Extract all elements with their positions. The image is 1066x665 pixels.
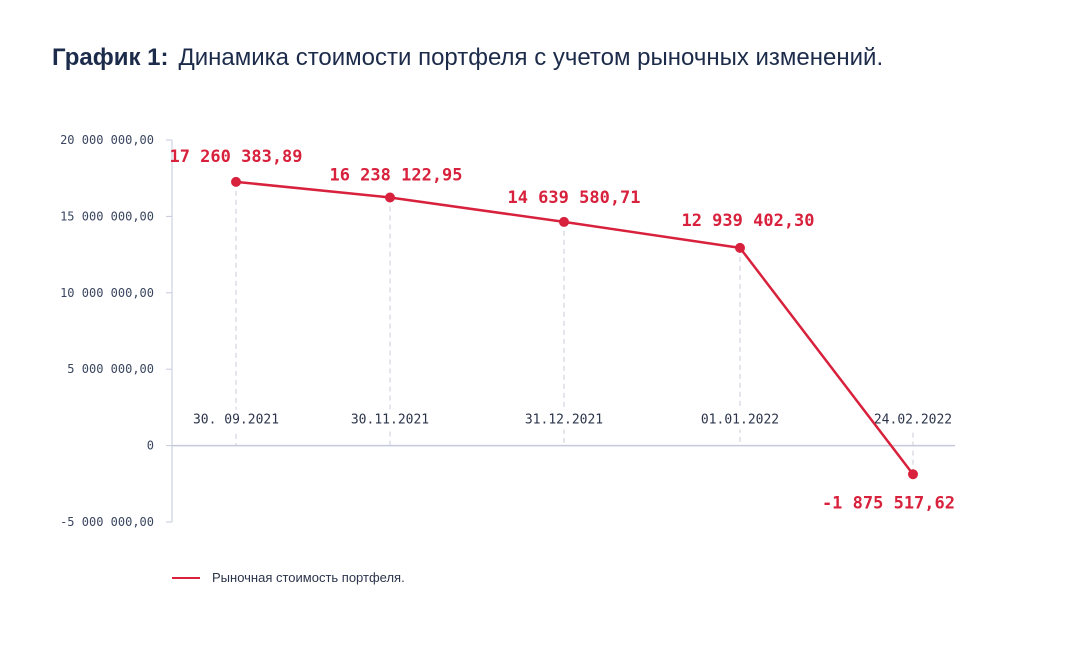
x-tick-label: 30. 09.2021 bbox=[193, 413, 279, 428]
y-tick-label: 20 000 000,00 bbox=[60, 133, 154, 147]
legend-label: Рыночная стоимость портфеля. bbox=[212, 570, 405, 585]
legend-swatch bbox=[172, 576, 200, 579]
chart-title: График 1: Динамика стоимости портфеля с у… bbox=[52, 44, 883, 72]
data-point bbox=[231, 176, 241, 187]
x-tick-label-bg bbox=[514, 409, 614, 430]
data-point bbox=[385, 192, 395, 203]
data-label: 14 639 580,71 bbox=[507, 188, 640, 208]
x-tick-label-bg bbox=[340, 409, 440, 430]
x-tick-label-bg bbox=[186, 409, 286, 430]
x-tick-label-bg bbox=[863, 409, 963, 430]
x-tick-label: 01.01.2022 bbox=[701, 413, 779, 428]
x-tick-label: 24.02.2022 bbox=[874, 413, 952, 428]
y-tick-label: 5 000 000,00 bbox=[67, 362, 154, 376]
x-tick-label-bg bbox=[690, 409, 790, 430]
y-tick-label: 10 000 000,00 bbox=[60, 286, 154, 300]
data-label: 12 939 402,30 bbox=[681, 211, 814, 231]
data-point bbox=[559, 216, 569, 227]
chart-title-prefix: График 1: bbox=[52, 44, 169, 71]
data-label: 17 260 383,89 bbox=[169, 147, 302, 167]
y-tick-label: -5 000 000,00 bbox=[60, 515, 154, 529]
data-label: 16 238 122,95 bbox=[329, 165, 462, 185]
y-tick-label: 15 000 000,00 bbox=[60, 209, 154, 223]
chart-title-text: Динамика стоимости портфеля с учетом рын… bbox=[178, 44, 884, 71]
x-tick-label: 31.12.2021 bbox=[525, 413, 603, 428]
y-tick-label: 0 bbox=[147, 439, 154, 453]
x-tick-label: 30.11.2021 bbox=[351, 413, 429, 428]
data-point bbox=[735, 242, 745, 253]
data-label: -1 875 517,62 bbox=[822, 493, 955, 513]
legend: Рыночная стоимость портфеля. bbox=[172, 570, 405, 585]
data-point bbox=[908, 469, 918, 480]
